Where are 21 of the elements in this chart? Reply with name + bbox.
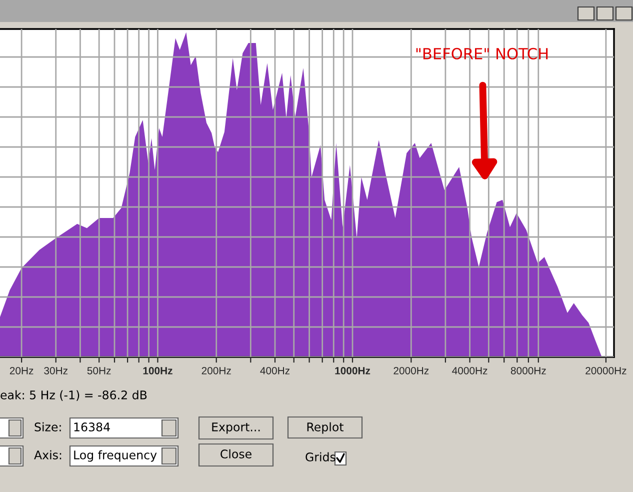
x-tick-label: 20Hz <box>10 366 34 374</box>
text: Export... <box>212 422 260 434</box>
x-tick-label: 30Hz <box>44 366 68 374</box>
x-tick-label: 400Hz <box>260 366 290 374</box>
text: Log frequency <box>74 450 157 462</box>
text: Grids <box>306 452 336 462</box>
x-tick-label: 8000Hz <box>510 366 546 374</box>
x-tick-label: 4000Hz <box>452 366 488 374</box>
x-tick-label: 50Hz <box>87 366 111 374</box>
annotation: "BEFORE" NOTCH <box>416 48 548 60</box>
text: eak: 5 Hz (-1) = -86.2 dB <box>0 390 147 401</box>
text: 16384 <box>74 422 110 432</box>
text: Replot <box>307 422 344 434</box>
x-tick-label: 1000Hz <box>335 366 370 374</box>
x-tick-label: 100Hz <box>143 366 172 374</box>
text: Close <box>220 449 252 458</box>
x-tick-label: 200Hz <box>202 366 231 374</box>
text: Size: <box>34 422 61 432</box>
text: Axis: <box>34 450 62 460</box>
x-tick-label: 2000Hz <box>394 366 429 374</box>
x-tick-label: 20000Hz <box>586 366 626 374</box>
